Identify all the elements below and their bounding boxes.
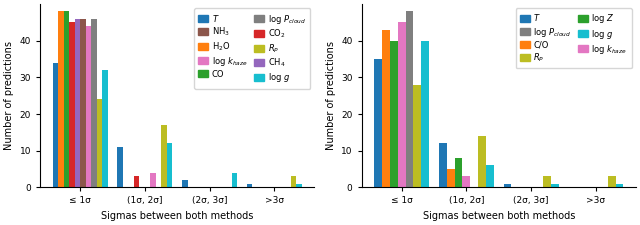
Bar — [616, 184, 623, 187]
Bar — [182, 180, 188, 187]
Bar — [52, 63, 58, 187]
Bar — [607, 176, 616, 187]
Legend: $T$, log $P_{cloud}$, C/O, $R_P$, log $Z$, log $g$, log $k_{haze}$: $T$, log $P_{cloud}$, C/O, $R_P$, log $Z… — [516, 8, 632, 68]
Bar — [478, 136, 486, 187]
Bar — [75, 19, 80, 187]
Bar — [421, 41, 429, 187]
Bar — [397, 22, 406, 187]
Bar — [439, 143, 447, 187]
Bar — [232, 173, 237, 187]
Bar — [463, 176, 470, 187]
Bar — [543, 176, 551, 187]
Bar — [551, 184, 559, 187]
Bar — [102, 70, 108, 187]
Bar — [504, 184, 511, 187]
Bar — [413, 85, 421, 187]
Bar — [374, 59, 382, 187]
Bar — [58, 11, 64, 187]
Bar — [64, 11, 69, 187]
Bar — [97, 99, 102, 187]
Bar — [86, 26, 92, 187]
Bar — [118, 147, 123, 187]
Bar — [406, 11, 413, 187]
X-axis label: Sigmas between both methods: Sigmas between both methods — [422, 211, 575, 221]
Bar — [390, 41, 397, 187]
Bar — [291, 176, 296, 187]
Y-axis label: Number of predictions: Number of predictions — [4, 41, 14, 150]
Bar — [69, 22, 75, 187]
Bar — [247, 184, 252, 187]
X-axis label: Sigmas between both methods: Sigmas between both methods — [101, 211, 253, 221]
Bar — [161, 125, 167, 187]
Bar — [382, 30, 390, 187]
Bar — [92, 19, 97, 187]
Bar — [167, 143, 173, 187]
Y-axis label: Number of predictions: Number of predictions — [326, 41, 335, 150]
Bar — [454, 158, 463, 187]
Bar — [134, 176, 140, 187]
Bar — [150, 173, 156, 187]
Bar — [296, 184, 302, 187]
Bar — [486, 165, 494, 187]
Bar — [80, 19, 86, 187]
Bar — [447, 169, 454, 187]
Legend: $T$, NH$_3$, H$_2$O, log $k_{haze}$, CO, log $P_{cloud}$, CO$_2$, $R_P$, CH$_4$,: $T$, NH$_3$, H$_2$O, log $k_{haze}$, CO,… — [194, 8, 310, 88]
